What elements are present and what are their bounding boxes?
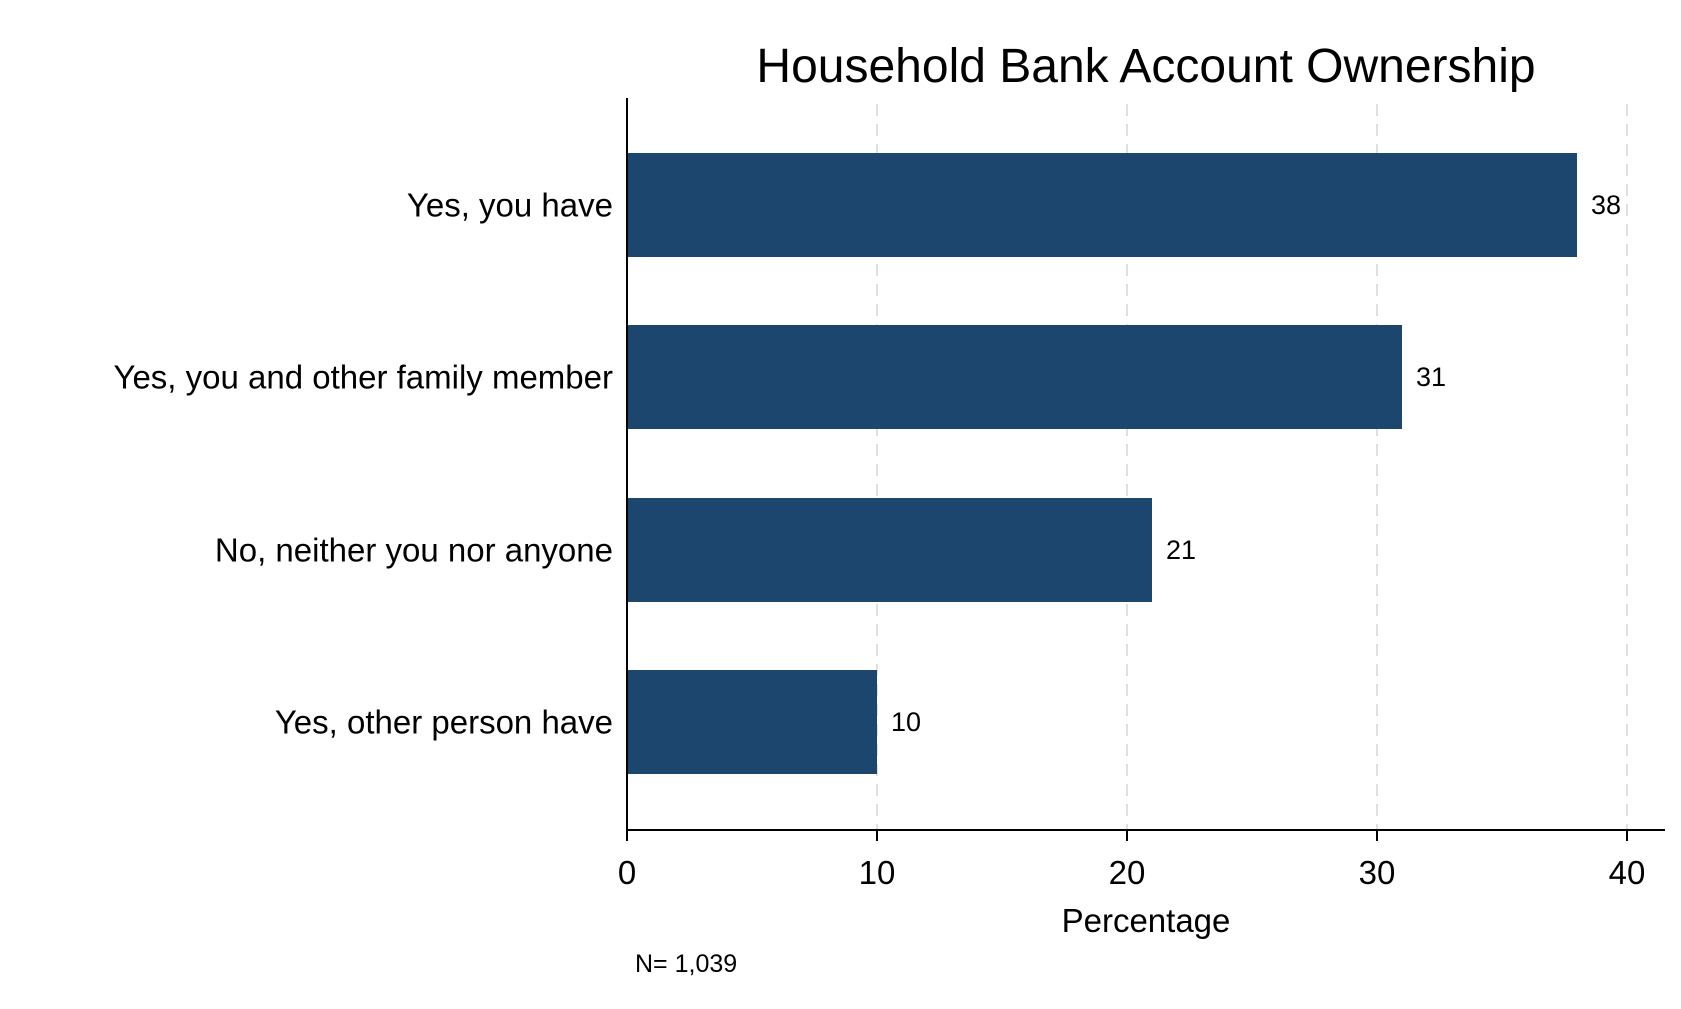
value-label: 10: [891, 707, 921, 737]
x-axis-title: Percentage: [1062, 902, 1231, 939]
x-tick-label: 30: [1359, 854, 1396, 891]
chart-title: Household Bank Account Ownership: [756, 40, 1535, 93]
x-tick-label: 40: [1609, 854, 1646, 891]
category-label: Yes, you have: [407, 187, 613, 224]
bar-3: [627, 498, 1152, 602]
x-tick-label: 20: [1109, 854, 1146, 891]
category-label: Yes, other person have: [275, 704, 613, 741]
x-tick-label: 10: [859, 854, 896, 891]
bars: [627, 153, 1577, 774]
value-label: 38: [1591, 190, 1621, 220]
value-label: 31: [1416, 362, 1446, 392]
axes: [626, 98, 1665, 831]
x-tick-label: 0: [618, 854, 636, 891]
bar-1: [627, 153, 1577, 257]
sample-size-note: N= 1,039: [635, 950, 737, 978]
value-label: 21: [1166, 535, 1196, 565]
category-label: No, neither you nor anyone: [215, 532, 613, 569]
bar-4: [627, 670, 877, 774]
category-label: Yes, you and other family member: [113, 359, 613, 396]
bar-2: [627, 325, 1402, 429]
labels: Yes, you have 38 Yes, you and other family…: [113, 187, 1645, 892]
